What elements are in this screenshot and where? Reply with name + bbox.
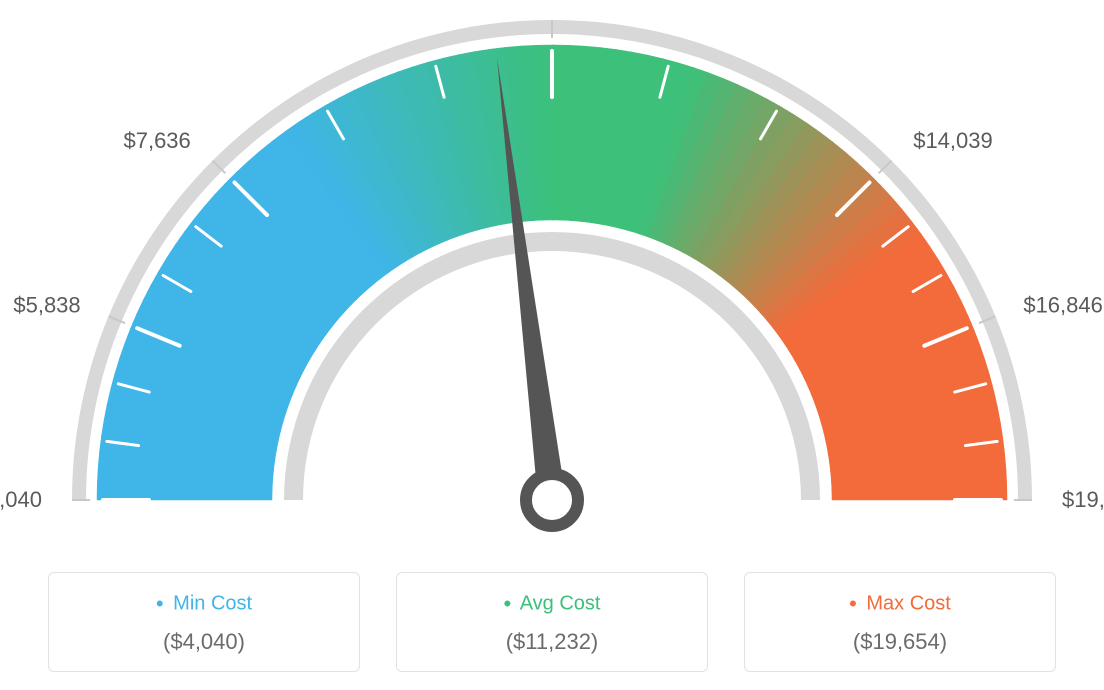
gauge-chart: $4,040$5,838$7,636$11,232$14,039$16,846$… [0,0,1104,540]
gauge-tick-label: $5,838 [13,293,80,318]
gauge-needle-hub [526,474,578,526]
gauge-tick-label: $7,636 [123,128,190,153]
dot-icon: • [849,591,857,616]
legend-title-min: • Min Cost [59,591,349,617]
dot-icon: • [504,591,512,616]
legend-label: Avg Cost [520,592,601,614]
gauge-tick-label: $4,040 [0,487,42,512]
legend-label: Max Cost [866,592,950,614]
legend-card-avg: • Avg Cost ($11,232) [396,572,708,672]
legend-value-max: ($19,654) [755,629,1045,655]
legend-row: • Min Cost ($4,040) • Avg Cost ($11,232)… [0,572,1104,672]
dot-icon: • [156,591,164,616]
legend-card-min: • Min Cost ($4,040) [48,572,360,672]
gauge-tick-label: $14,039 [913,128,993,153]
legend-title-max: • Max Cost [755,591,1045,617]
chart-container: $4,040$5,838$7,636$11,232$14,039$16,846$… [0,0,1104,690]
gauge-tick-label: $19,654 [1062,487,1104,512]
legend-value-min: ($4,040) [59,629,349,655]
gauge-tick-label: $16,846 [1023,293,1103,318]
legend-title-avg: • Avg Cost [407,591,697,617]
legend-label: Min Cost [173,592,252,614]
legend-value-avg: ($11,232) [407,629,697,655]
legend-card-max: • Max Cost ($19,654) [744,572,1056,672]
